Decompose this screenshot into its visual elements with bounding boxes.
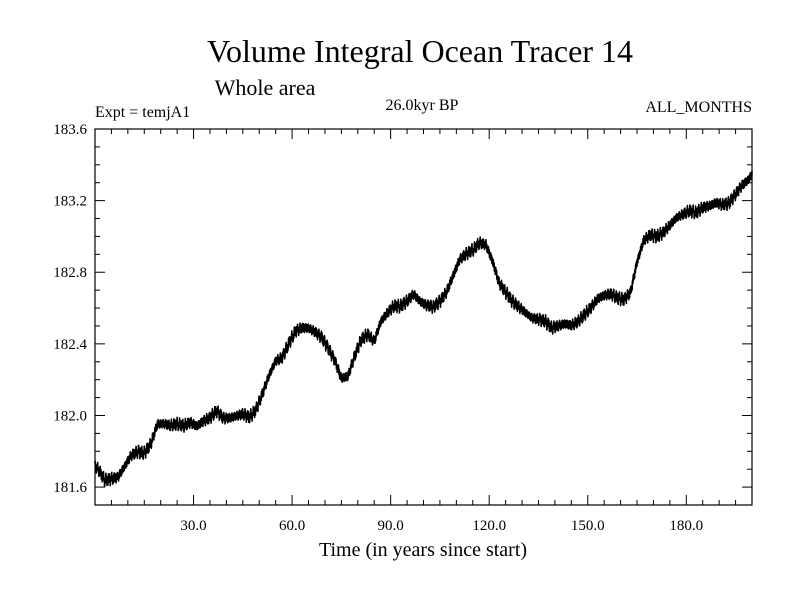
x-tick-label: 90.0	[378, 518, 404, 534]
y-tick-label: 182.0	[53, 408, 87, 424]
y-tick-label: 183.2	[53, 194, 87, 210]
x-tick-label: 30.0	[180, 518, 206, 534]
y-tick-label: 182.8	[53, 265, 87, 281]
y-tick-label: 183.6	[53, 122, 87, 138]
y-tick-label: 181.6	[53, 480, 87, 496]
x-axis-label: Time (in years since start)	[319, 539, 527, 561]
period-label: 26.0kyr BP	[386, 97, 459, 114]
x-tick-label: 180.0	[669, 518, 703, 534]
y-tick-label: 182.4	[53, 337, 87, 353]
plot-frame	[94, 128, 753, 506]
x-tick-label: 150.0	[571, 518, 605, 534]
x-tick-label: 60.0	[279, 518, 305, 534]
chart-subtitle: Whole area	[215, 75, 316, 100]
y-axis-tick-labels: 181.6 182.0 182.4 182.8 183.2 183.6	[53, 122, 87, 496]
data-series	[94, 171, 753, 488]
series-line	[94, 171, 753, 488]
x-tick-label: 120.0	[472, 518, 506, 534]
months-label: ALL_MONTHS	[645, 99, 752, 116]
chart-title: Volume Integral Ocean Tracer 14	[207, 33, 633, 69]
x-axis-tick-labels: 30.0 60.0 90.0 120.0 150.0 180.0	[180, 518, 703, 534]
axis-ticks	[95, 129, 752, 505]
experiment-label: Expt = temjA1	[95, 104, 190, 121]
